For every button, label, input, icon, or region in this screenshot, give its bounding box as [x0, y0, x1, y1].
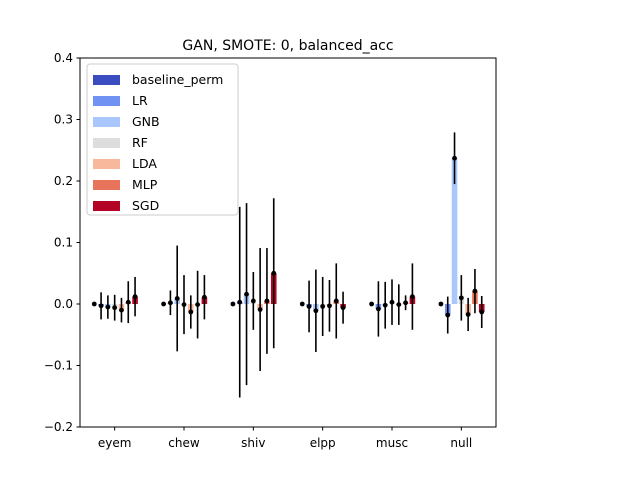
- point-baseline_perm-null: [438, 301, 444, 307]
- point-RF-musc: [389, 299, 395, 305]
- y-tick-label: 0.3: [54, 113, 73, 127]
- point-LR-chew: [168, 300, 173, 306]
- point-RF-null: [458, 295, 464, 301]
- point-baseline_perm-eyem: [91, 301, 97, 307]
- y-tick-label: 0.4: [54, 51, 73, 65]
- point-LDA-musc: [396, 302, 402, 308]
- y-axis: −0.2 −0.1 0.0 0.1 0.2 0.3 0.4: [44, 51, 80, 434]
- point-SGD-shiv: [271, 270, 277, 276]
- point-MLP-elpp: [333, 298, 339, 304]
- point-GNB-musc: [382, 302, 388, 308]
- point-RF-elpp: [320, 304, 326, 309]
- point-MLP-shiv: [264, 298, 270, 304]
- legend-swatch-LDA: [93, 159, 120, 169]
- point-RF-eyem: [112, 305, 118, 311]
- x-tick-label: musc: [376, 436, 408, 450]
- y-tick-label: −0.2: [44, 420, 73, 434]
- point-MLP-eyem: [125, 299, 131, 305]
- point-LR-musc: [376, 306, 381, 312]
- mean-points: [91, 155, 485, 318]
- point-LDA-shiv: [257, 307, 263, 312]
- x-tick-label: chew: [168, 436, 200, 450]
- y-tick-label: −0.1: [44, 359, 73, 373]
- point-baseline_perm-elpp: [299, 301, 305, 307]
- legend-label-LR: LR: [132, 93, 148, 108]
- point-GNB-elpp: [313, 308, 319, 314]
- x-tick-label: eyem: [98, 436, 132, 450]
- point-LDA-eyem: [119, 307, 124, 313]
- legend-label-LDA: LDA: [132, 156, 157, 171]
- point-baseline_perm-musc: [369, 301, 374, 307]
- chart-title: GAN, SMOTE: 0, balanced_acc: [182, 38, 393, 54]
- point-LR-eyem: [98, 303, 104, 309]
- bar-GNB-null: [451, 158, 458, 304]
- y-tick-label: 0.1: [54, 236, 73, 250]
- legend: baseline_perm LR GNB RF LDA MLP SGD: [86, 63, 239, 216]
- legend-swatch-SGD: [93, 201, 120, 211]
- legend-label-baseline_perm: baseline_perm: [132, 72, 223, 87]
- point-baseline_perm-chew: [161, 301, 167, 307]
- x-tick-label: shiv: [241, 436, 265, 450]
- point-SGD-null: [479, 309, 485, 315]
- point-GNB-null: [452, 155, 457, 161]
- legend-box: [86, 63, 239, 216]
- x-axis: eyem chew shiv elpp musc null: [98, 427, 472, 450]
- legend-swatch-MLP: [93, 180, 120, 190]
- y-tick-label: 0.2: [54, 174, 73, 188]
- point-SGD-elpp: [340, 305, 346, 311]
- point-SGD-eyem: [132, 294, 138, 300]
- legend-label-MLP: MLP: [132, 177, 158, 192]
- point-SGD-musc: [410, 294, 415, 300]
- legend-swatch-GNB: [93, 117, 120, 127]
- point-LR-null: [445, 312, 451, 318]
- legend-label-SGD: SGD: [132, 198, 159, 213]
- point-LDA-elpp: [327, 303, 332, 309]
- point-RF-shiv: [250, 298, 256, 304]
- point-LR-shiv: [237, 299, 243, 305]
- point-LR-elpp: [306, 304, 312, 309]
- legend-swatch-baseline_perm: [93, 75, 120, 85]
- point-GNB-chew: [174, 296, 180, 301]
- point-RF-chew: [181, 302, 187, 308]
- legend-label-GNB: GNB: [132, 114, 160, 129]
- x-tick-label: elpp: [310, 436, 336, 450]
- y-tick-label: 0.0: [54, 297, 73, 311]
- point-GNB-eyem: [105, 304, 111, 310]
- x-tick-label: null: [450, 436, 472, 450]
- point-baseline_perm-shiv: [230, 301, 236, 307]
- point-MLP-chew: [195, 302, 201, 308]
- plot-frame: [79, 57, 497, 428]
- point-GNB-shiv: [244, 291, 249, 297]
- legend-swatch-RF: [93, 138, 120, 148]
- point-MLP-musc: [403, 300, 408, 306]
- point-LDA-null: [465, 312, 471, 317]
- point-MLP-null: [472, 288, 478, 294]
- point-LDA-chew: [188, 309, 194, 315]
- point-SGD-chew: [202, 294, 207, 300]
- legend-swatch-LR: [93, 96, 120, 106]
- legend-label-RF: RF: [132, 135, 148, 150]
